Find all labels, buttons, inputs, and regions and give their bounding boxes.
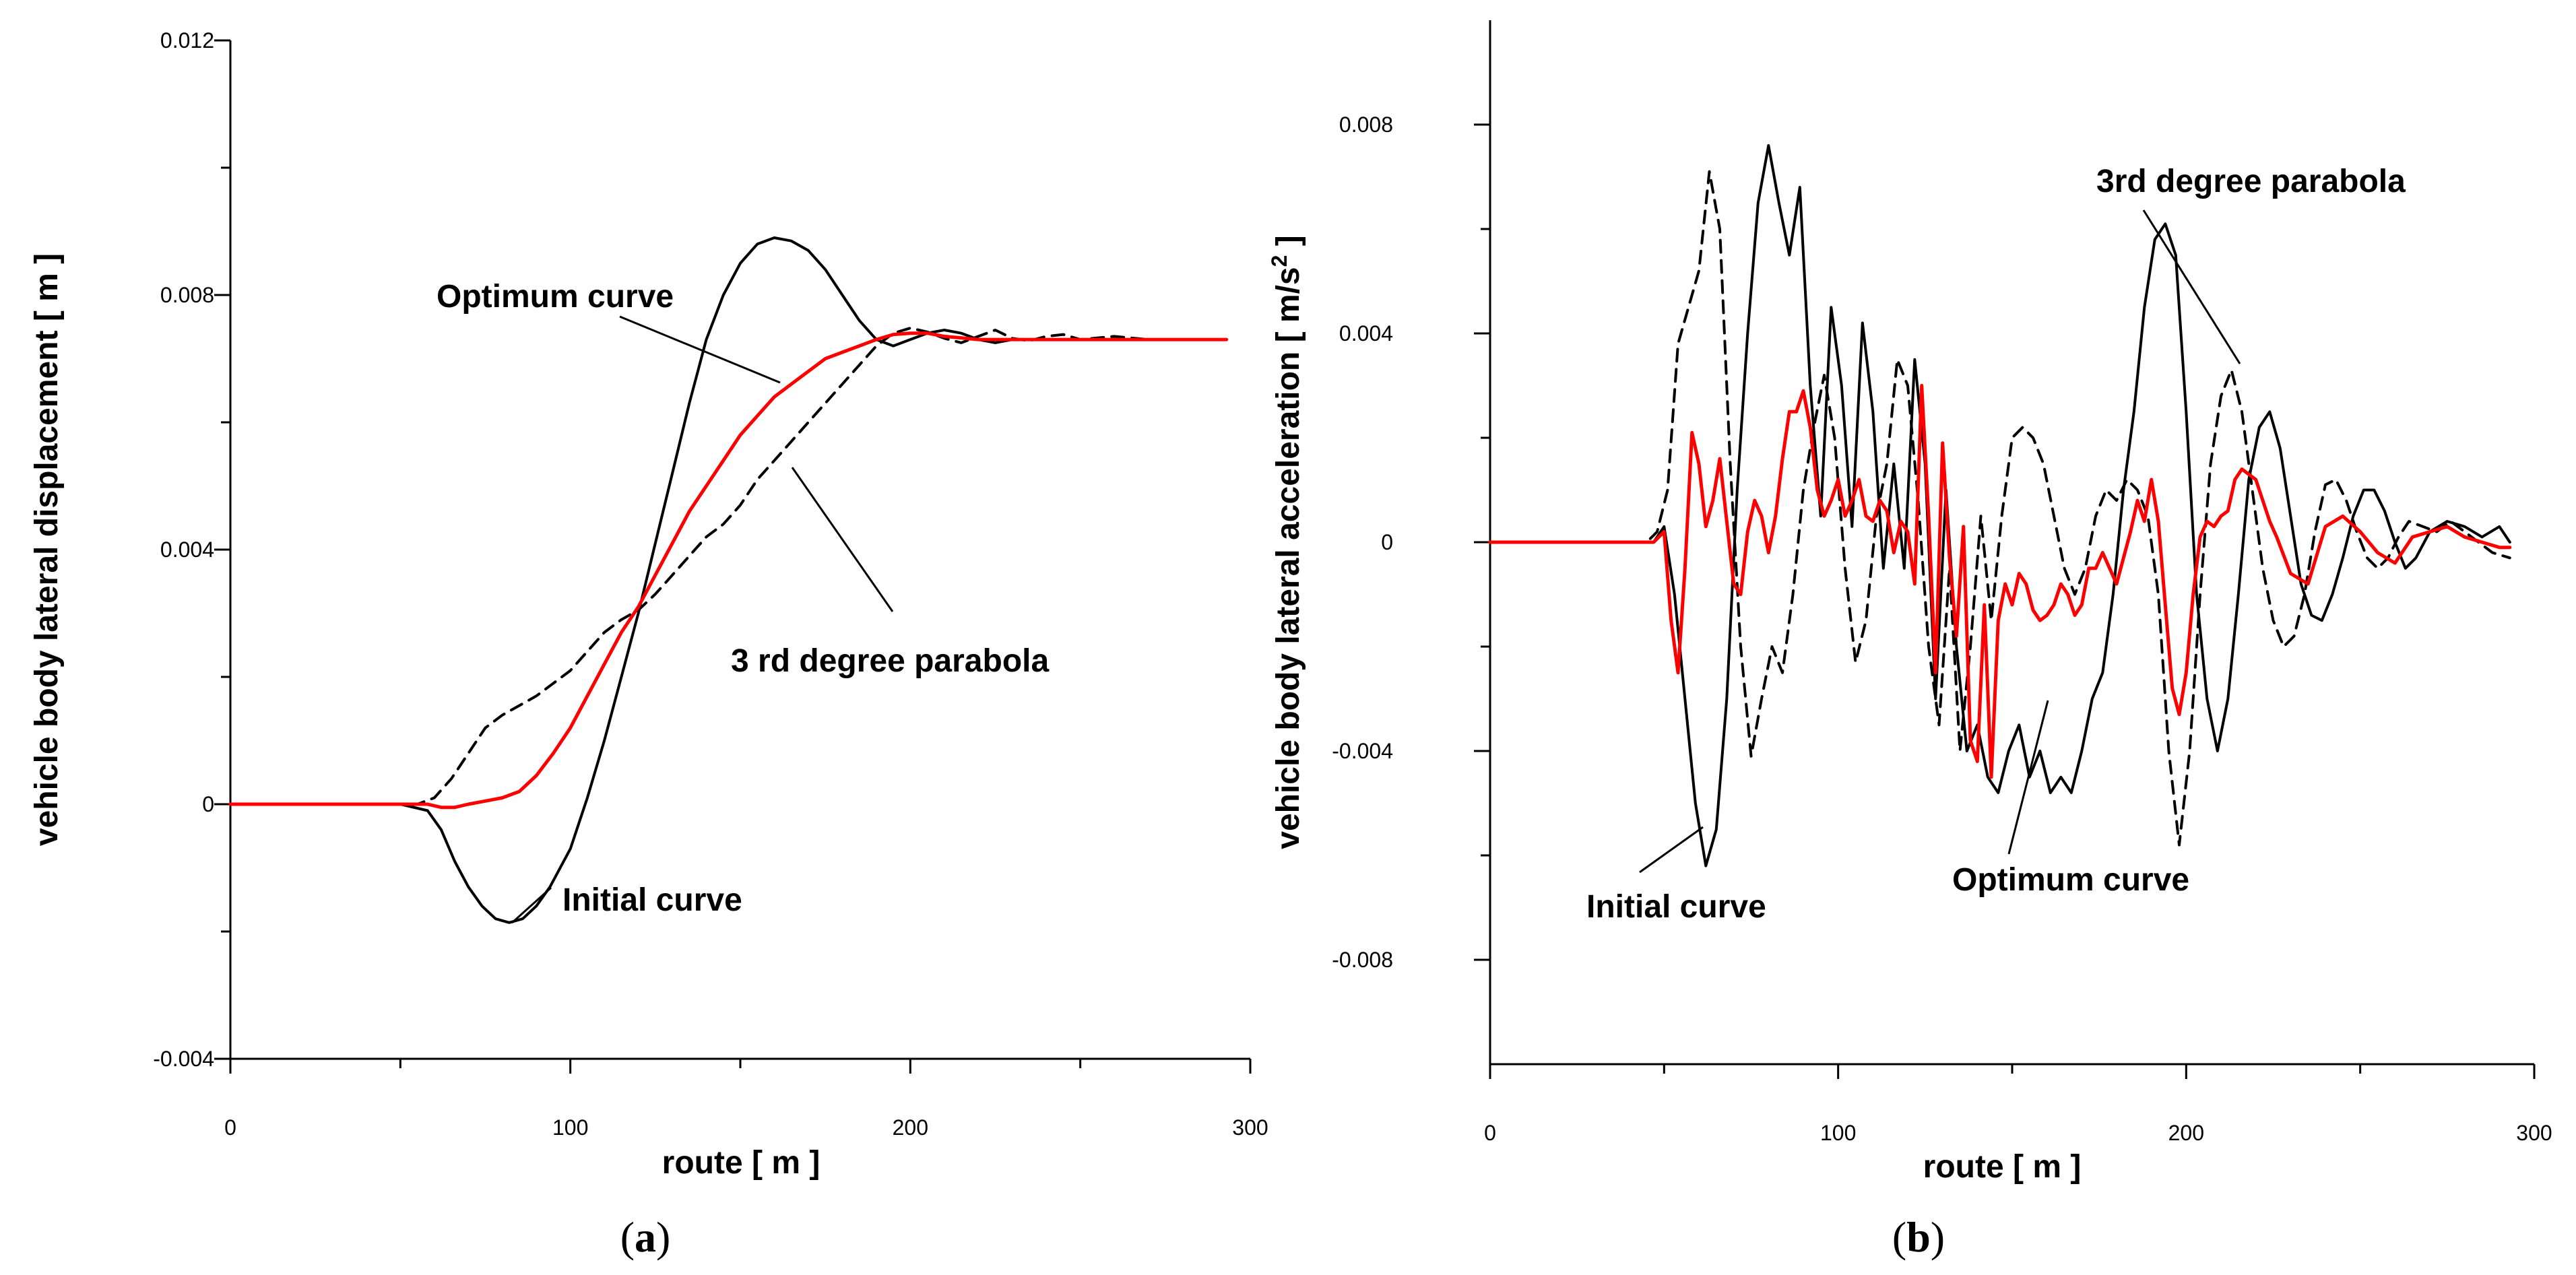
leader-line-initial-a [511,886,552,924]
y-tick-label-a-1: 0 [202,792,214,816]
x-tick-label-a-3: 300 [1232,1115,1268,1140]
leader-line-initial-b [1639,826,1704,874]
x-axis-title-b: route [ m ] [1923,1149,2082,1185]
y-axis-title-b-end: ] [1270,235,1306,255]
series-line-b-initial-curve [1489,144,2511,868]
series-line-a-3-rd-degree-parabola [229,327,1228,806]
x-tick-label-a-0: 0 [224,1115,236,1140]
x-axis-title-a: route [ m ] [662,1145,820,1181]
panel-label-close-b: ) [1931,1213,1945,1261]
series-line-b-3rd-degree-parabola [1489,170,2511,847]
x-tick-label-a-2: 200 [893,1115,928,1140]
ticks-a: 0 100 200 300 -0.004 0 0.004 0.008 0.012 [153,28,1268,1140]
annotation-optimum-b: Optimum curve [1952,862,2189,898]
annotation-parabola-b: 3rd degree parabola [2096,164,2406,199]
panel-label-letter-b: b [1906,1213,1931,1261]
x-tick-label-b-0: 0 [1484,1121,1496,1145]
series-group-a [228,236,1229,924]
y-tick-label-a-2: 0.004 [160,537,214,562]
y-tick-label-b-2: 0 [1381,530,1393,554]
series-line-a-optimum-curve [228,331,1229,810]
y-axis-title-b-sup: 2 [1267,255,1291,267]
panel-label-b: (b) [1892,1213,1945,1261]
x-tick-label-b-3: 300 [2516,1121,2552,1145]
leader-line-optimum-b [2007,700,2049,855]
chart-panel-b: 0 100 200 300 -0.008 -0.004 0 0.004 0.008 3rd de… [1267,20,2552,1261]
panel-label-letter-a: a [635,1213,656,1261]
y-axis-title-b-main: vehicle body lateral acceleration [ m/s [1270,267,1306,849]
panel-label-open-a: ( [620,1213,635,1261]
x-tick-label-b-2: 200 [2168,1121,2204,1145]
y-tick-label-a-3: 0.008 [160,283,214,307]
x-tick-label-b-1: 100 [1820,1121,1856,1145]
panel-label-close-a: ) [656,1213,670,1261]
leader-line-parabola-a [791,467,894,612]
panel-label-open-b: ( [1892,1213,1906,1261]
leader-lines-b [1639,209,2241,874]
annotation-optimum-a: Optimum curve [437,279,674,315]
y-tick-label-b-0: -0.008 [1332,948,1393,972]
leader-lines-a [511,315,894,924]
y-axis-title-b: vehicle body lateral acceleration [ m/s2… [1267,235,1306,849]
y-tick-label-a-0: -0.004 [153,1047,214,1071]
y-tick-label-b-1: -0.004 [1332,739,1393,763]
leader-line-parabola-b [2142,209,2241,364]
chart-panel-a: 0 100 200 300 -0.004 0 0.004 0.008 0.012 Optimum… [29,28,1268,1261]
leader-line-optimum-a [619,315,781,384]
annotation-initial-b: Initial curve [1586,889,1766,925]
series-line-b-optimum-curve [1488,384,2512,779]
y-tick-label-b-4: 0.008 [1339,112,1393,137]
x-tick-label-a-1: 100 [552,1115,588,1140]
y-tick-label-b-3: 0.004 [1339,321,1393,346]
annotation-initial-a: Initial curve [562,882,742,918]
panel-label-a: (a) [620,1213,671,1261]
y-tick-label-a-4: 0.012 [160,28,214,53]
annotation-parabola-a: 3 rd degree parabola [731,643,1049,679]
series-group-b [1488,144,2512,868]
y-axis-title-a: vehicle body lateral displacement [ m ] [29,253,65,846]
ticks-b: 0 100 200 300 -0.008 -0.004 0 0.004 0.008 [1332,112,2552,1145]
